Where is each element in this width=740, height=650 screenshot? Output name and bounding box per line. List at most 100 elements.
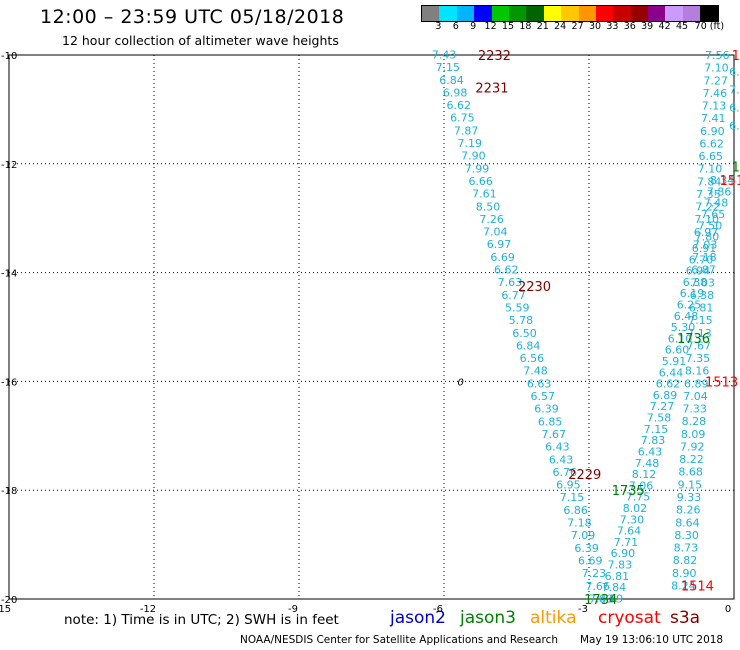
lat-tick-label: -16 bbox=[1, 377, 17, 388]
swh-value: 7.22 bbox=[695, 201, 720, 214]
swh-value: 7.75 bbox=[626, 491, 651, 504]
color-swatch bbox=[474, 6, 492, 21]
swh-value: 7.61 bbox=[472, 188, 497, 201]
swh-value: 7.90 bbox=[461, 150, 486, 163]
swh-value: 7.56 bbox=[705, 49, 730, 62]
swh-value: 8.82 bbox=[673, 554, 698, 567]
swh-value: 6.39 bbox=[574, 542, 599, 555]
swh-value: 7.30 bbox=[620, 513, 645, 526]
color-scale-label: 24 bbox=[554, 21, 567, 32]
color-swatch bbox=[561, 6, 579, 21]
swh-value: 7.18 bbox=[692, 251, 717, 264]
swh-value: 7.10 bbox=[698, 163, 723, 176]
color-swatch bbox=[439, 6, 457, 21]
swh-value: 6.38 bbox=[690, 289, 715, 302]
swh-value: 7.10 bbox=[695, 213, 720, 226]
swh-value: 6.85 bbox=[538, 415, 563, 428]
swh-value: 6.77 bbox=[501, 289, 525, 302]
swh-value: 8.64 bbox=[675, 516, 700, 529]
axis-tick-labels: -15 -12 -9 -6 -3 0 -10 -12 -14 -16 -18 -20 bbox=[0, 51, 731, 615]
swh-values: 7.437.156.846.986.626.757.877.197.907.99… bbox=[432, 48, 740, 605]
pass-time-label: 1514 bbox=[681, 579, 714, 594]
swh-value: 6.2 bbox=[729, 102, 740, 115]
swh-value: 7.23 bbox=[582, 567, 607, 580]
swh-value: 6.94 bbox=[686, 265, 711, 278]
color-swatch bbox=[508, 6, 527, 21]
swh-value: 7.67 bbox=[542, 428, 567, 441]
swh-value: 6.60 bbox=[665, 344, 690, 357]
swh-value: 6.90 bbox=[611, 547, 636, 560]
swh-value: 9.33 bbox=[677, 491, 702, 504]
swh-value: 6.89 bbox=[684, 377, 709, 390]
swh-value: 6.57 bbox=[531, 390, 556, 403]
pass-time-label: 2232 bbox=[478, 49, 511, 64]
pass-time-label: 1735 bbox=[612, 484, 645, 499]
chart-title: 12:00 – 23:59 UTC 05/18/2018 bbox=[40, 6, 345, 28]
swh-value: 6.98 bbox=[443, 86, 468, 99]
color-scale-label: 21 bbox=[536, 21, 549, 32]
color-scale-label: 18 bbox=[519, 21, 532, 32]
color-scale-label: 70 (ft) bbox=[694, 21, 725, 32]
swh-value: 6.81 bbox=[689, 302, 714, 315]
swh-value: 6.62 bbox=[447, 99, 472, 112]
swh-value: 6.50 bbox=[512, 327, 537, 340]
swh-value: 7.13 bbox=[687, 327, 712, 340]
swh-value: 6.63 bbox=[527, 377, 552, 390]
legend-entry-jason3: jason3 bbox=[460, 608, 516, 628]
swh-value: 6.87 bbox=[691, 264, 716, 277]
swh-value: 7.41 bbox=[701, 112, 726, 125]
swh-value: 7.35 bbox=[686, 352, 711, 365]
color-swatch bbox=[630, 6, 649, 21]
swh-value: 6.95 bbox=[556, 479, 581, 492]
color-scale-label: 39 bbox=[641, 21, 654, 32]
swh-value: 6.76 bbox=[552, 466, 577, 479]
pass-time-label: 2229 bbox=[568, 468, 601, 483]
swh-value: 6.69 bbox=[490, 251, 515, 264]
swh-value: 5.30 bbox=[671, 321, 696, 334]
swh-value: 8.26 bbox=[676, 504, 701, 517]
swh-value: 7.87 bbox=[454, 124, 479, 137]
swh-value: 7.27 bbox=[650, 400, 675, 413]
color-scale-label: 27 bbox=[571, 21, 584, 32]
swh-value: 6.43 bbox=[545, 441, 570, 454]
swh-value: 7.84 bbox=[697, 175, 722, 188]
swh-value: 7.43 bbox=[589, 592, 614, 605]
legend-entry-altika: altika bbox=[530, 608, 577, 628]
swh-value: 7.48 bbox=[704, 197, 729, 210]
swh-value: 7.0 bbox=[729, 83, 740, 96]
lon-tick-label: -12 bbox=[140, 604, 156, 615]
swh-value: 7.64 bbox=[617, 525, 642, 538]
map-frame bbox=[8, 54, 735, 600]
color-swatch bbox=[422, 6, 440, 21]
swh-value: 7.63 bbox=[498, 276, 523, 289]
swh-value: 6.62 bbox=[656, 378, 681, 391]
legend-entry-jason2: jason2 bbox=[390, 608, 446, 628]
color-scale-label: 15 bbox=[501, 21, 515, 32]
color-swatch bbox=[526, 6, 544, 21]
swh-value: 7.03 bbox=[693, 238, 718, 251]
swh-value: 6.66 bbox=[468, 175, 493, 188]
color-swatch bbox=[682, 6, 701, 21]
color-scale-label: 9 bbox=[470, 21, 477, 32]
swh-value: 6.47 bbox=[729, 120, 740, 133]
swh-value: 6.62 bbox=[699, 137, 724, 150]
pass-time-label: 2231 bbox=[475, 82, 508, 97]
color-swatch bbox=[595, 6, 614, 21]
swh-value: 7.71 bbox=[614, 536, 639, 549]
swh-value: 6.43 bbox=[638, 445, 663, 458]
swh-value: 8.09 bbox=[681, 428, 706, 441]
color-scale-label: 6 bbox=[452, 21, 459, 32]
swh-value: 7.15 bbox=[436, 61, 461, 74]
swh-value: 7.19 bbox=[457, 137, 482, 150]
swh-value: 7.15 bbox=[644, 423, 669, 436]
swh-value: 7.92 bbox=[680, 440, 705, 453]
generation-timestamp: May 19 13:06:10 UTC 2018 bbox=[580, 634, 724, 646]
swh-value: 7.18 bbox=[567, 517, 592, 530]
swh-value: 7.99 bbox=[465, 162, 490, 175]
swh-value: 6.89 bbox=[653, 389, 678, 402]
chart-subtitle: 12 hour collection of altimeter wave hei… bbox=[62, 33, 339, 48]
pass-time-label: 1 bbox=[732, 161, 740, 176]
swh-value: 6.19 bbox=[680, 287, 705, 300]
pass-time-label: 151 bbox=[720, 174, 740, 189]
lon-tick-label: 0 bbox=[725, 604, 731, 615]
